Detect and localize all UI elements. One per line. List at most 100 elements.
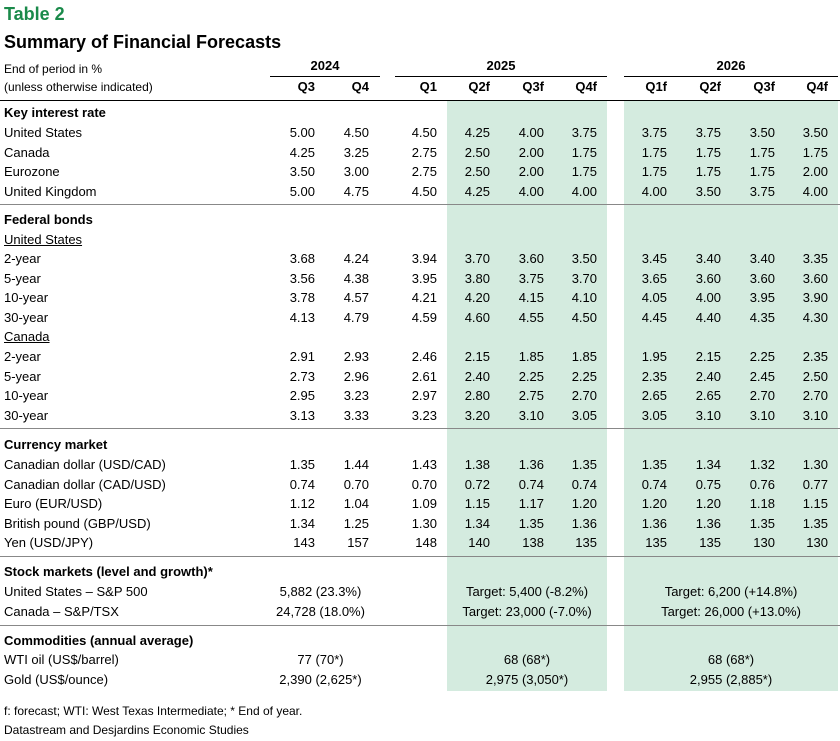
table-cell: 1.17	[518, 496, 544, 511]
table-cell: 135	[645, 535, 667, 550]
table-cell: 0.74	[571, 476, 597, 492]
table-cell: 1.20	[695, 496, 721, 511]
table-cell: 2.40	[464, 368, 490, 384]
table-cell: 135	[699, 535, 721, 550]
table-cell: 1.35	[571, 457, 597, 472]
row-label: 5-year	[4, 368, 41, 384]
table-row: Canadian dollar (CAD/USD) 0.74 0.70 0.70 0.7…	[0, 475, 840, 495]
table-cell: 2.70	[802, 388, 828, 403]
column-header: Q4f	[575, 79, 597, 94]
table-cell: 1.35	[802, 515, 828, 531]
table-cell: 1.18	[749, 496, 775, 511]
table-cell: 3.75	[641, 125, 667, 140]
table-cell: 4.45	[641, 309, 667, 325]
table-cell: 3.10	[749, 407, 775, 423]
section-header: Currency market	[0, 435, 840, 455]
table-cell: 3.60	[749, 270, 775, 286]
table-cell: 2.50	[802, 368, 828, 384]
table-cell: 157	[347, 535, 369, 550]
table-cell: 3.33	[343, 407, 369, 423]
table-cell: 3.50	[749, 125, 775, 140]
table-cell: 2.25	[749, 349, 775, 364]
table-cell: 4.20	[464, 290, 490, 305]
table-cell: 3.40	[749, 251, 775, 266]
row-label: United Kingdom	[4, 183, 97, 199]
year-2024-header: 2024	[310, 58, 340, 73]
table-cell: 2.73	[289, 368, 315, 384]
section-divider	[0, 204, 840, 205]
table-cell: 4.60	[464, 309, 490, 325]
table-number: Table 2	[4, 4, 65, 24]
table-cell: 3.60	[518, 251, 544, 266]
table-cell: 140	[468, 535, 490, 550]
table-cell: 1.75	[641, 144, 667, 160]
table-cell: 138	[522, 535, 544, 550]
table-cell: 4.79	[343, 309, 369, 325]
row-label: Canadian dollar (CAD/USD)	[4, 476, 166, 492]
table-cell: 1.04	[343, 496, 369, 511]
table-row: 2-year 2.91 2.93 2.46 2.15 1.85 1.85 1.95 2.15 2.…	[0, 347, 840, 367]
table-cell: 4.25	[289, 144, 315, 160]
merged-cell: 2,955 (2,885*)	[689, 671, 773, 687]
table-cell: 2.35	[641, 368, 667, 384]
row-label: 5-year	[4, 270, 41, 286]
table-cell: 3.78	[289, 290, 315, 305]
table-cell: 130	[753, 535, 775, 550]
table-cell: 1.34	[695, 457, 721, 472]
table-cell: 3.10	[518, 407, 544, 423]
table-cell: 4.25	[464, 183, 490, 199]
table-cell: 3.05	[571, 407, 597, 423]
table-cell: 2.35	[802, 349, 828, 364]
table-cell: 1.75	[571, 144, 597, 160]
table-row: 5-year 3.56 4.38 3.95 3.80 3.75 3.70 3.65 3.60 3.…	[0, 269, 840, 289]
table-cell: 4.75	[343, 183, 369, 199]
merged-cell: Target: 26,000 (+13.0%)	[661, 603, 801, 619]
table-row: Canada – S&P/TSX 24,728 (18.0%) Target: 23…	[0, 602, 840, 622]
table-cell: 4.00	[571, 183, 597, 199]
table-cell: 3.56	[289, 270, 315, 286]
table-cell: 3.94	[411, 251, 437, 266]
section-title: Stock markets (level and growth)*	[4, 564, 213, 579]
table-cell: 2.75	[411, 144, 437, 160]
table-cell: 4.10	[571, 290, 597, 305]
table-cell: 1.35	[641, 457, 667, 472]
row-label: Canadian dollar (USD/CAD)	[4, 457, 166, 472]
column-header: Q2f	[699, 79, 721, 94]
section-title: Federal bonds	[4, 212, 93, 227]
table-cell: 1.34	[289, 515, 315, 531]
table-cell: 2.00	[518, 144, 544, 160]
row-label: Yen (USD/JPY)	[4, 535, 94, 550]
source-note: Datastream and Desjardins Economic Studi…	[4, 723, 249, 737]
table-cell: 2.75	[518, 388, 544, 403]
table-cell: 4.50	[343, 125, 369, 140]
table-cell: 5.00	[289, 183, 315, 199]
merged-cell: Target: 6,200 (+14.8%)	[664, 584, 798, 599]
table-cell: 2.45	[749, 368, 775, 384]
table-cell: 1.35	[518, 515, 544, 531]
merged-cell: 2,975 (3,050*)	[485, 671, 569, 687]
table-cell: 1.85	[518, 349, 544, 364]
table-row: United States – S&P 500 5,882 (23.3%) Targ…	[0, 582, 840, 602]
row-label: 2-year	[4, 251, 41, 266]
table-cell: 1.36	[695, 515, 721, 531]
section-divider	[0, 428, 840, 429]
table-cell: 2.91	[289, 349, 315, 364]
table-cell: 4.00	[641, 183, 667, 199]
table-cell: 3.50	[289, 164, 315, 179]
table-cell: 4.15	[518, 290, 544, 305]
table-cell: 3.95	[411, 270, 437, 286]
table-cell: 1.20	[571, 496, 597, 511]
table-cell: 3.40	[695, 251, 721, 266]
table-cell: 0.72	[464, 476, 490, 492]
column-header: Q3	[297, 79, 315, 94]
column-header: Q2f	[468, 79, 490, 94]
table-cell: 4.00	[695, 290, 721, 305]
table-cell: 2.70	[571, 388, 597, 403]
subsection-title: United States	[4, 232, 83, 247]
table-cell: 2.50	[464, 144, 490, 160]
section-title: Key interest rate	[4, 105, 106, 120]
table-cell: 1.75	[802, 144, 828, 160]
table-cell: 2.96	[343, 368, 369, 384]
table-cell: 1.15	[802, 496, 828, 511]
table-row: 10-year 2.95 3.23 2.97 2.80 2.75 2.70 2.65 2.65 2…	[0, 386, 840, 406]
